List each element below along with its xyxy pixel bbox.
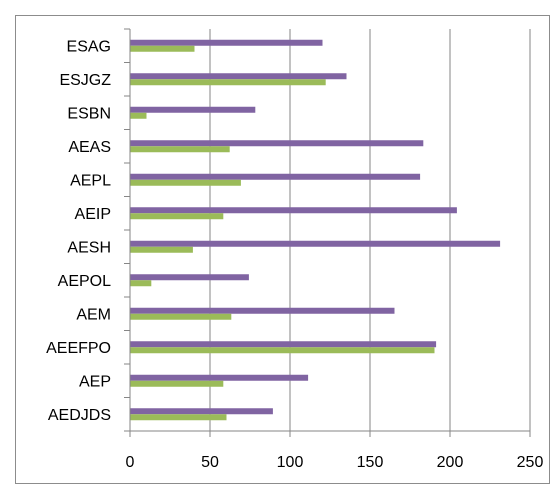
bar <box>130 179 241 186</box>
bar <box>130 73 347 80</box>
category-label: AEEFPO <box>46 340 111 357</box>
x-tick-label: 0 <box>126 454 135 471</box>
bar <box>130 39 323 46</box>
bar <box>130 274 249 281</box>
bar <box>130 347 435 354</box>
bar <box>130 313 232 320</box>
category-label: ESJGZ <box>59 72 111 89</box>
x-tick-label: 200 <box>437 454 464 471</box>
x-tick-label: 150 <box>357 454 384 471</box>
bar <box>130 146 230 153</box>
x-tick-label: 50 <box>201 454 219 471</box>
x-tick-label: 100 <box>277 454 304 471</box>
category-label: AEIP <box>75 206 111 223</box>
category-label: AEAS <box>68 139 111 156</box>
bar <box>130 173 421 180</box>
bar <box>130 380 224 387</box>
bar <box>130 374 309 381</box>
category-label: AEM <box>76 306 111 323</box>
bar <box>130 414 227 421</box>
bar <box>130 213 224 220</box>
x-tick-label: 250 <box>517 454 544 471</box>
bar <box>130 112 147 119</box>
bar <box>130 280 152 287</box>
category-label: AEPL <box>70 172 111 189</box>
bar <box>130 307 395 314</box>
category-label: ESAG <box>67 38 111 55</box>
category-label: AEDJDS <box>48 407 111 424</box>
bar <box>130 207 457 214</box>
category-label: AEP <box>79 373 111 390</box>
bar <box>130 106 256 113</box>
category-label: AESH <box>67 239 111 256</box>
bar <box>130 140 424 147</box>
bar <box>130 341 437 348</box>
bar <box>130 246 193 253</box>
bar <box>130 240 501 247</box>
bar <box>130 79 326 86</box>
category-label: ESBN <box>67 105 111 122</box>
bar <box>130 45 195 52</box>
bar <box>130 408 273 415</box>
category-label: AEPOL <box>58 273 111 290</box>
chart-frame <box>15 15 550 484</box>
